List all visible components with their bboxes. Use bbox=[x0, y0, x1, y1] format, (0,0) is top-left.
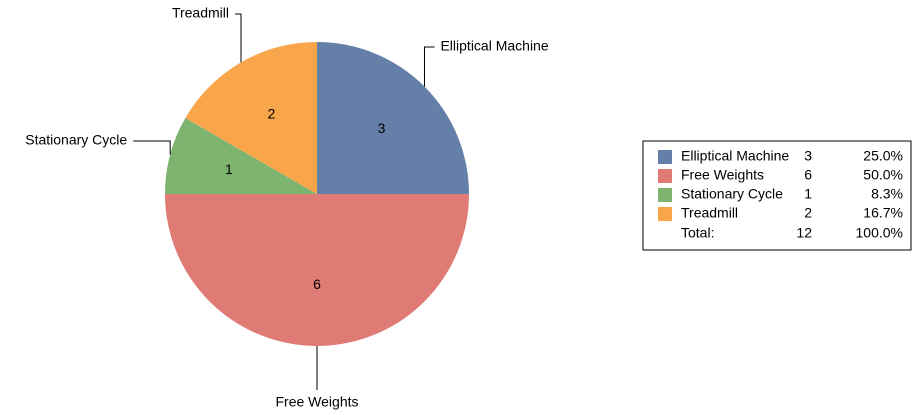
legend-swatch bbox=[658, 188, 672, 202]
pie-slice bbox=[165, 194, 469, 346]
legend-swatch bbox=[658, 150, 672, 164]
legend-total-label: Total: bbox=[681, 225, 714, 241]
slice-category-label: Treadmill bbox=[172, 5, 229, 21]
pie-slice bbox=[165, 118, 317, 194]
leader-line bbox=[423, 46, 435, 87]
legend-label: Treadmill bbox=[681, 205, 738, 221]
legend-box bbox=[642, 140, 912, 251]
legend-percent: 50.0% bbox=[863, 167, 903, 183]
slice-category-label: Stationary Cycle bbox=[25, 132, 127, 148]
slice-category-label: Free Weights bbox=[276, 394, 359, 410]
legend-count: 2 bbox=[804, 205, 812, 221]
leader-line bbox=[133, 140, 171, 155]
slice-value-label: 1 bbox=[225, 161, 233, 177]
slice-category-label: Elliptical Machine bbox=[440, 38, 548, 54]
pie-slice bbox=[317, 42, 469, 194]
legend-percent: 8.3% bbox=[871, 186, 903, 202]
legend-label: Free Weights bbox=[681, 167, 764, 183]
legend-total: 12 bbox=[796, 225, 812, 241]
leader-line bbox=[235, 13, 242, 63]
legend-total-percent: 100.0% bbox=[856, 225, 903, 241]
legend-count: 1 bbox=[804, 186, 812, 202]
legend-percent: 25.0% bbox=[863, 148, 903, 164]
legend-swatch bbox=[658, 169, 672, 183]
pie-slice bbox=[185, 42, 317, 194]
legend-swatch bbox=[658, 207, 672, 221]
legend-count: 6 bbox=[804, 167, 812, 183]
legend-count: 3 bbox=[804, 148, 812, 164]
legend-label: Elliptical Machine bbox=[681, 148, 789, 164]
legend-percent: 16.7% bbox=[863, 205, 903, 221]
slice-value-label: 2 bbox=[268, 106, 276, 122]
slice-value-label: 3 bbox=[378, 120, 386, 136]
legend-label: Stationary Cycle bbox=[681, 186, 783, 202]
slice-value-label: 6 bbox=[313, 276, 321, 292]
